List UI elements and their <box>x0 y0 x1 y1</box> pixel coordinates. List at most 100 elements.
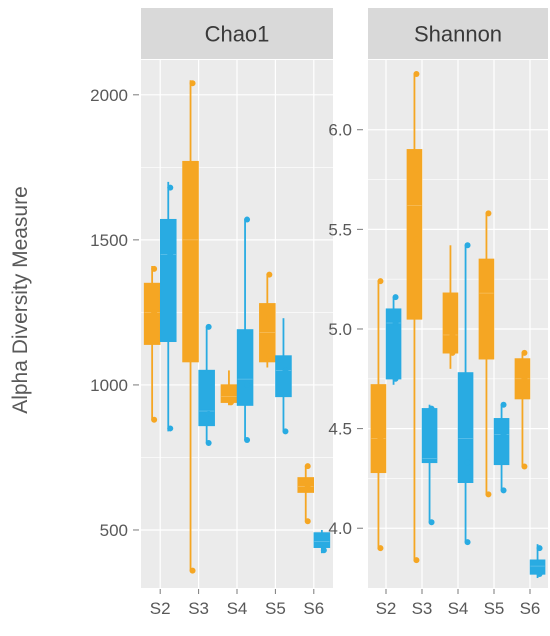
data-point <box>464 459 471 466</box>
data-point <box>449 349 456 356</box>
x-tick-label: S6 <box>520 599 541 618</box>
data-point <box>205 439 212 446</box>
box-body <box>457 372 474 484</box>
y-tick-label: 6.0 <box>328 121 352 140</box>
data-point <box>377 545 384 552</box>
data-point <box>485 491 492 498</box>
panel-strip <box>368 8 548 59</box>
data-point <box>392 375 399 382</box>
data-point <box>521 349 528 356</box>
data-point <box>244 381 251 388</box>
box-s2-group-2 <box>385 294 402 385</box>
data-point <box>189 567 196 574</box>
data-point <box>485 310 492 317</box>
box-s2-group-1 <box>370 278 387 552</box>
box-s6-group-1 <box>514 349 531 470</box>
box-body <box>220 384 238 403</box>
data-point <box>392 320 399 327</box>
box-s5-group-2 <box>493 401 510 494</box>
data-point <box>189 291 196 298</box>
y-tick-label: 4.0 <box>328 519 352 538</box>
y-tick-label: 5.5 <box>328 220 352 239</box>
data-point <box>500 431 507 438</box>
panel-title: Chao1 <box>205 22 270 47</box>
data-point <box>320 532 327 539</box>
box-s3-group-2 <box>421 404 438 526</box>
data-point <box>266 352 273 359</box>
box-s2-group-1 <box>143 265 161 423</box>
data-point <box>413 557 420 564</box>
box-s4-group-2 <box>236 216 254 444</box>
box-s2-group-2 <box>159 181 177 432</box>
x-tick-label: S2 <box>150 599 171 618</box>
panel-chao1: Chao1 500 1000 1500 2000 S2 S3 S4 S5 S6 <box>90 8 333 618</box>
data-point <box>377 435 384 442</box>
box-body <box>275 355 292 398</box>
box-s6-group-1 <box>297 463 315 525</box>
data-point <box>377 278 384 285</box>
data-point <box>304 483 311 490</box>
box-body <box>385 308 402 380</box>
x-tick-label: S5 <box>265 599 286 618</box>
data-point <box>151 309 158 316</box>
data-point <box>449 331 456 338</box>
box-body <box>493 418 510 466</box>
data-point <box>392 294 399 301</box>
data-point <box>428 405 435 412</box>
box-s5-group-2 <box>275 318 292 435</box>
data-point <box>428 519 435 526</box>
data-point <box>244 216 251 223</box>
data-point <box>304 518 311 525</box>
data-point <box>205 323 212 330</box>
data-point <box>282 367 289 374</box>
y-tick-label: 4.5 <box>328 420 352 439</box>
box-body <box>370 384 387 474</box>
data-point <box>227 399 234 406</box>
data-point <box>500 401 507 408</box>
box-body <box>442 292 459 354</box>
box-s6-group-2 <box>313 529 331 554</box>
data-point <box>413 70 420 77</box>
data-point <box>266 271 273 278</box>
data-point <box>500 487 507 494</box>
data-point <box>227 387 234 394</box>
data-point <box>167 251 174 258</box>
x-tick-label: S3 <box>412 599 433 618</box>
box-s6-group-2 <box>529 544 546 579</box>
data-point <box>282 428 289 435</box>
y-axis-label: Alpha Diversity Measure <box>9 186 32 414</box>
y-tick-label: 5.0 <box>328 320 352 339</box>
data-point <box>167 425 174 432</box>
x-tick-label: S6 <box>303 599 324 618</box>
data-point <box>151 265 158 272</box>
x-tick-label: S4 <box>448 599 469 618</box>
box-s3-group-1 <box>182 80 199 574</box>
data-point <box>413 166 420 173</box>
box-body <box>198 369 215 427</box>
data-point <box>521 463 528 470</box>
data-point <box>464 242 471 249</box>
panel-title: Shannon <box>414 22 502 47</box>
y-tick-label: 1000 <box>90 376 128 395</box>
panel-shannon: Shannon 4.0 4.5 5.0 5.5 6.0 S2 S3 S4 S5 S6 <box>328 8 548 618</box>
box-s5-group-1 <box>259 271 276 368</box>
x-tick-label: S3 <box>188 599 209 618</box>
box-s4-group-2 <box>457 242 474 546</box>
data-point <box>320 547 327 554</box>
data-point <box>304 463 311 470</box>
data-point <box>521 375 528 382</box>
x-tick-label: S5 <box>484 599 505 618</box>
panel-strip <box>141 8 333 59</box>
data-point <box>536 571 543 578</box>
box-s3-group-1 <box>406 70 423 564</box>
data-point <box>413 236 420 243</box>
box-s3-group-2 <box>198 323 215 446</box>
box-s5-group-1 <box>478 210 495 498</box>
data-point <box>189 80 196 87</box>
box-s4-group-1 <box>220 370 238 406</box>
data-point <box>189 184 196 191</box>
data-point <box>151 416 158 423</box>
data-point <box>205 410 212 417</box>
